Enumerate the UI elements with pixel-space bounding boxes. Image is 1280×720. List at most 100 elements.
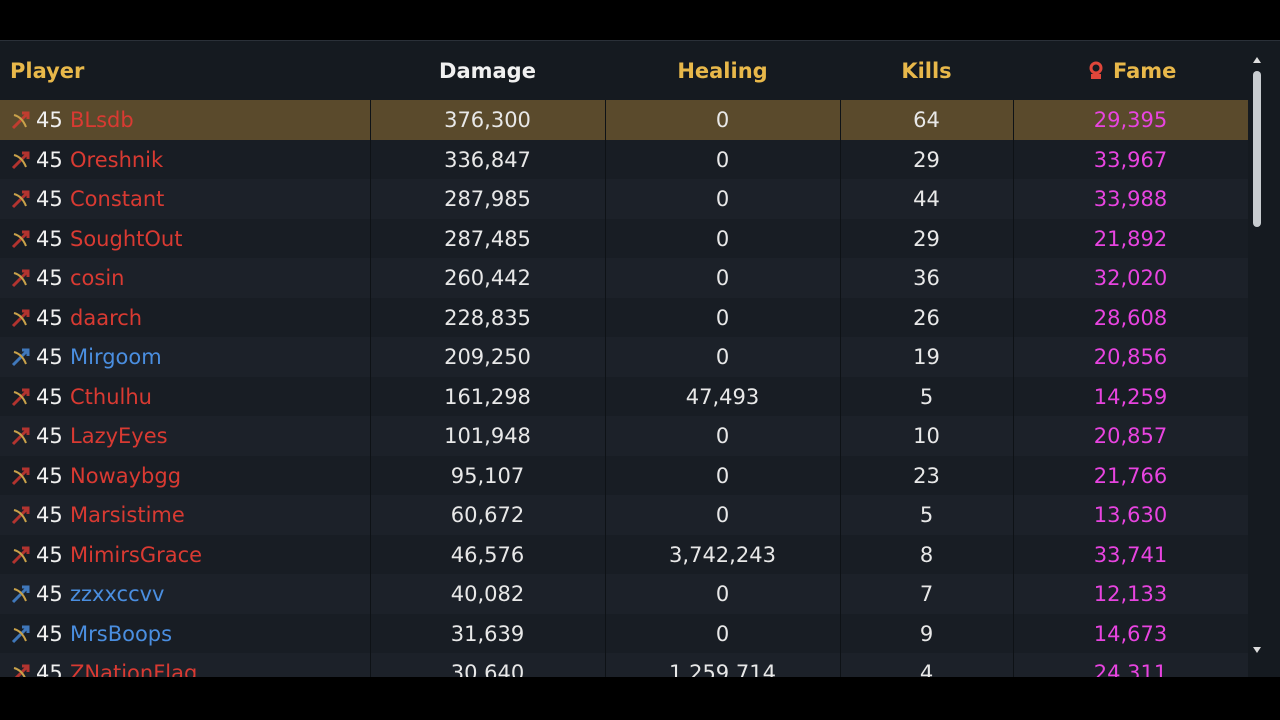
kills: 23 [913, 463, 940, 488]
header-healing[interactable]: Healing [677, 59, 768, 83]
player-name: ZNationFlag [70, 661, 198, 677]
player-row[interactable]: 45 Oreshnik 336,847 0 29 33,967 [0, 139, 1248, 179]
column-separator [370, 613, 371, 653]
player-name: Nowaybgg [70, 463, 182, 488]
column-separator [605, 455, 606, 495]
level: 45 [36, 384, 63, 409]
damage: 228,835 [444, 305, 531, 330]
player-row[interactable]: 45 ZNationFlag 30,640 1,259,714 4 24,311 [0, 653, 1248, 677]
player-row[interactable]: 45 BLsdb 376,300 0 64 29,395 [0, 100, 1248, 140]
column-separator [605, 534, 606, 574]
fame: 32,020 [1093, 266, 1168, 290]
class-icon [11, 309, 30, 327]
fame: 20,857 [1093, 424, 1168, 448]
kills: 9 [919, 621, 934, 646]
damage: 60,672 [450, 503, 525, 527]
healing: 1,259,714 [669, 661, 776, 677]
level: 45 [36, 661, 63, 677]
player-row[interactable]: 45 daarch 228,835 0 26 28,608 [0, 297, 1248, 337]
player-name: BLsdb [70, 108, 134, 132]
column-separator [370, 139, 371, 179]
healing: 0 [715, 424, 730, 448]
scoreboard: Player Damage Healing Kills Fame 45 BLsdb… [0, 40, 1280, 677]
column-separator [370, 653, 371, 677]
class-icon [11, 625, 30, 643]
column-separator [840, 337, 841, 377]
column-separator [1013, 179, 1014, 219]
kills: 26 [913, 305, 940, 330]
player-row[interactable]: 45 SoughtOut 287,485 0 29 21,892 [0, 218, 1248, 258]
column-separator [1013, 613, 1014, 653]
player-row[interactable]: 45 Nowaybgg 95,107 0 23 21,766 [0, 455, 1248, 495]
column-separator [840, 653, 841, 677]
level: 45 [36, 147, 63, 172]
player-name: cosin [70, 266, 125, 290]
kills: 44 [913, 187, 940, 211]
column-separator [840, 574, 841, 614]
level: 45 [36, 424, 63, 448]
column-separator [605, 376, 606, 416]
level: 45 [36, 621, 63, 646]
level: 45 [36, 305, 63, 330]
class-icon [11, 151, 30, 169]
column-separator [1013, 297, 1014, 337]
class-icon [11, 111, 30, 130]
column-separator [1013, 337, 1014, 377]
kills: 36 [913, 266, 940, 290]
column-separator [840, 613, 841, 653]
fame: 28,608 [1093, 305, 1168, 330]
damage: 46,576 [450, 542, 525, 567]
column-separator [370, 297, 371, 337]
column-separator [370, 218, 371, 258]
header-damage[interactable]: Damage [439, 59, 536, 83]
level: 45 [36, 542, 63, 567]
fame: 33,741 [1093, 542, 1168, 567]
player-row[interactable]: 45 MrsBoops 31,639 0 9 14,673 [0, 613, 1248, 653]
player-row[interactable]: 45 zzxxccvv 40,082 0 7 12,133 [0, 574, 1248, 614]
fame: 33,967 [1093, 147, 1168, 172]
header-fame[interactable]: Fame [1113, 59, 1177, 83]
fame: 14,259 [1093, 384, 1168, 409]
kills: 10 [913, 424, 940, 448]
kills: 64 [913, 108, 940, 132]
player-name: daarch [70, 305, 143, 330]
column-separator [370, 100, 371, 140]
column-separator [370, 179, 371, 219]
header-kills[interactable]: Kills [901, 59, 952, 83]
player-row[interactable]: 45 LazyEyes 101,948 0 10 20,857 [0, 416, 1248, 456]
column-separator [605, 100, 606, 140]
player-name: Oreshnik [70, 147, 164, 172]
level: 45 [36, 187, 63, 211]
column-separator [605, 179, 606, 219]
healing: 0 [715, 345, 730, 369]
fame: 21,892 [1093, 226, 1168, 251]
damage: 260,442 [444, 266, 531, 290]
player-name: MrsBoops [70, 621, 173, 646]
player-row[interactable]: 45 Constant 287,985 0 44 33,988 [0, 179, 1248, 219]
damage: 336,847 [444, 147, 531, 172]
column-separator [1013, 534, 1014, 574]
player-row[interactable]: 45 Mirgoom 209,250 0 19 20,856 [0, 337, 1248, 377]
healing: 0 [715, 305, 730, 330]
player-row[interactable]: 45 Cthulhu 161,298 47,493 5 14,259 [0, 376, 1248, 416]
column-separator [1013, 376, 1014, 416]
header-player[interactable]: Player [10, 59, 85, 83]
fame-icon [1089, 61, 1103, 79]
column-separator [840, 416, 841, 456]
player-row[interactable]: 45 cosin 260,442 0 36 32,020 [0, 258, 1248, 298]
column-separator [605, 495, 606, 535]
player-name: Mirgoom [70, 345, 162, 369]
column-separator [605, 258, 606, 298]
scrollbar[interactable] [1252, 55, 1262, 655]
column-separator [1013, 574, 1014, 614]
healing: 0 [715, 108, 730, 132]
column-separator [840, 139, 841, 179]
fame: 21,766 [1093, 463, 1168, 488]
fame: 29,395 [1093, 108, 1168, 132]
player-row[interactable]: 45 Marsistime 60,672 0 5 13,630 [0, 495, 1248, 535]
player-row[interactable]: 45 MimirsGrace 46,576 3,742,243 8 33,741 [0, 534, 1248, 574]
column-separator [840, 100, 841, 140]
class-icon [11, 427, 30, 446]
player-name: Marsistime [70, 503, 185, 527]
kills: 7 [919, 582, 934, 606]
